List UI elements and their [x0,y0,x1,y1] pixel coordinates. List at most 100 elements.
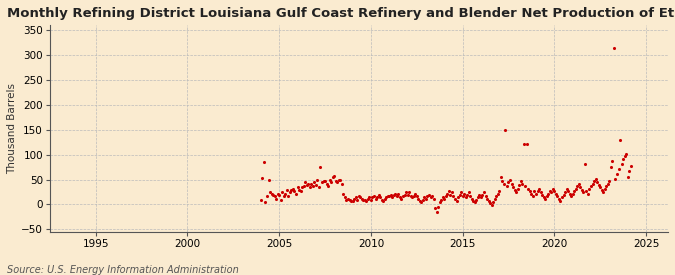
Point [417,197,428,202]
Point [396,196,407,201]
Point [265,190,275,194]
Point [353,193,364,198]
Point [404,190,414,194]
Point [385,192,396,197]
Point [284,190,295,194]
Point [587,182,598,186]
Point [425,195,436,199]
Point [421,196,431,201]
Point [564,191,575,196]
Point [338,191,349,196]
Point [546,190,557,194]
Point [598,190,609,194]
Point [489,196,500,201]
Point [616,161,627,166]
Point [355,195,366,199]
Point [277,190,288,194]
Title: Monthly Refining District Louisiana Gulf Coast Refinery and Blender Net Producti: Monthly Refining District Louisiana Gulf… [7,7,675,20]
Point [350,195,361,199]
Point [367,195,378,199]
Point [612,171,622,176]
Point [300,180,310,184]
Point [392,193,402,198]
Point [317,180,327,184]
Point [419,195,430,199]
Point [554,196,564,201]
Point [349,196,360,201]
Point [327,175,338,179]
Point [462,192,472,197]
Point [304,185,315,189]
Point [266,191,277,196]
Point [492,191,503,196]
Point [295,188,306,193]
Point [474,192,485,197]
Point [318,178,329,183]
Point [352,197,362,202]
Point [494,188,505,193]
Point [593,182,604,187]
Point [523,186,534,191]
Point [485,201,495,206]
Point [572,183,583,188]
Point [613,166,624,171]
Point [320,178,331,183]
Point [382,193,393,198]
Point [555,198,566,203]
Point [512,186,523,191]
Point [416,200,427,204]
Point [433,205,443,209]
Point [583,191,593,196]
Point [411,193,422,198]
Point [268,192,279,197]
Point [604,178,615,183]
Text: Source: U.S. Energy Information Administration: Source: U.S. Energy Information Administ… [7,265,238,275]
Point [454,192,465,197]
Point [431,210,442,214]
Point [529,188,540,193]
Point [344,197,355,202]
Point [457,193,468,198]
Point [500,128,511,132]
Point [401,190,412,194]
Point [260,200,271,204]
Point [341,197,352,202]
Point [437,195,448,199]
Point [376,197,387,202]
Point [428,196,439,201]
Point [402,192,413,197]
Point [372,195,383,199]
Point [387,195,398,199]
Point [424,192,435,197]
Point [364,195,375,199]
Point [281,187,292,192]
Point [378,198,389,203]
Point [534,186,545,191]
Point [486,203,497,208]
Point [390,191,401,196]
Point [422,193,433,198]
Point [622,175,633,179]
Point [531,191,541,196]
Point [550,191,561,196]
Point [517,182,528,186]
Point [440,193,451,198]
Point [269,193,280,198]
Point [307,183,318,188]
Point [483,198,494,203]
Point [609,45,620,50]
Point [599,186,610,191]
Point [503,180,514,184]
Point [526,191,537,196]
Point [329,174,340,178]
Point [291,191,302,196]
Point [552,193,563,198]
Point [528,193,539,198]
Point [427,193,437,198]
Point [451,198,462,203]
Point [448,193,459,198]
Point [573,182,584,186]
Point [330,178,341,183]
Point [592,180,603,184]
Point [453,195,464,199]
